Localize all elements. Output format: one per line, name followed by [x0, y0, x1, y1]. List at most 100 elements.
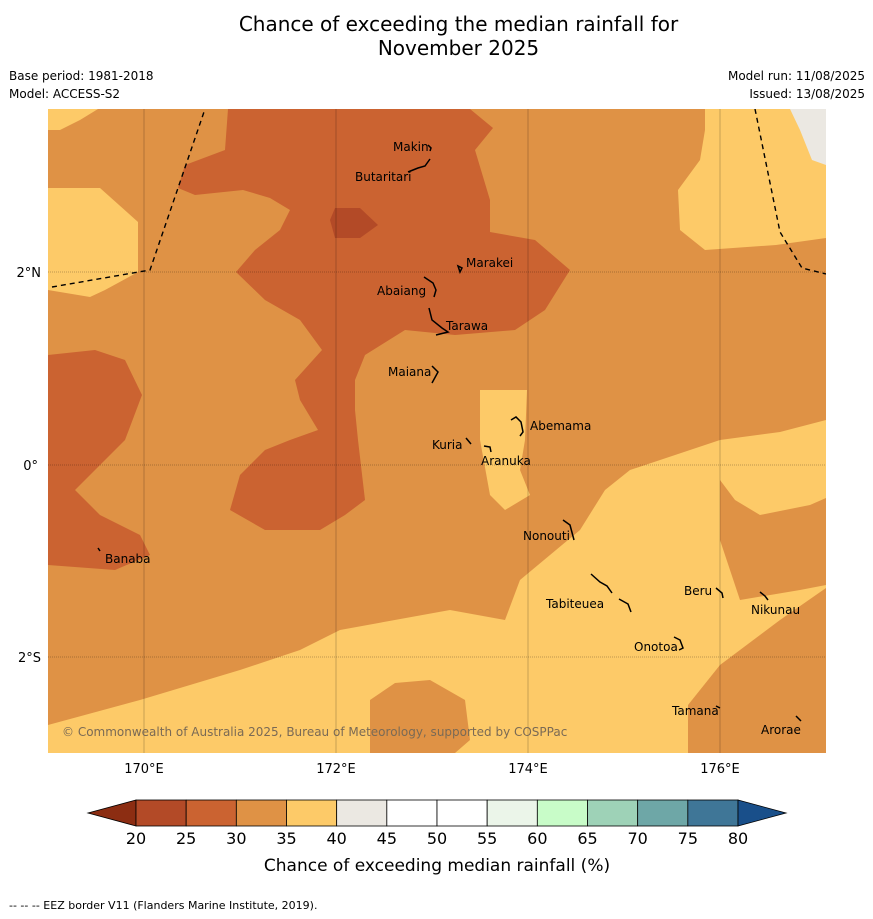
colorbar-segment-75: [687, 799, 739, 827]
colorbar-segment-55: [486, 799, 538, 827]
map-area: Makin Butaritari Marakei Abaiang Tarawa …: [48, 109, 826, 753]
label-marakei: Marakei: [466, 256, 513, 270]
island-marakei: [456, 264, 464, 274]
colorbar-label: Chance of exceeding median rainfall (%): [264, 856, 610, 876]
islands: [97, 144, 802, 722]
issued-date: Issued: 13/08/2025: [749, 87, 865, 101]
label-butaritari: Butaritari: [355, 170, 412, 184]
label-aranuka: Aranuka: [481, 454, 531, 468]
zone-20-25: [330, 208, 378, 238]
colorbar-over-arrow: [737, 799, 788, 827]
colorbar-tick-45: 45: [377, 829, 397, 848]
zone-35-40-topleft: [48, 109, 98, 130]
lon-tick-176e: 176°E: [700, 762, 740, 777]
island-butaritari: [407, 158, 431, 173]
lon-tick-172e: 172°E: [316, 762, 356, 777]
island-maiana: [431, 365, 439, 384]
island-nonouti: [562, 519, 575, 541]
label-kuria: Kuria: [432, 438, 463, 452]
lat-tick-2n: 2°N: [17, 266, 42, 281]
island-tarawa: [428, 307, 450, 336]
zone-25-30-north: [178, 109, 570, 530]
colorbar-segment-35: [286, 799, 338, 827]
colorbar-segment-70: [637, 799, 689, 827]
lon-tick-174e: 174°E: [508, 762, 548, 777]
colorbar-tick-75: 75: [678, 829, 698, 848]
colorbar-tick-30: 30: [226, 829, 246, 848]
axis-labels: 170°E 172°E 174°E 176°E 2°N 0° 2°S: [17, 266, 740, 777]
label-tarawa: Tarawa: [445, 319, 488, 333]
island-kuria: [465, 437, 472, 445]
label-tabiteuea: Tabiteuea: [545, 597, 604, 611]
colorbar-segment-40: [336, 799, 388, 827]
zone-35-40-west: [48, 188, 138, 297]
base-period: Base period: 1981-2018: [9, 69, 154, 83]
label-nikunau: Nikunau: [751, 603, 800, 617]
label-beru: Beru: [684, 584, 712, 598]
title-line-1: Chance of exceeding the median rainfall …: [238, 12, 679, 36]
island-aranuka: [483, 445, 492, 453]
colorbar-tick-20: 20: [126, 829, 146, 848]
colorbar-segment-60: [536, 799, 588, 827]
copyright-note: © Commonwealth of Australia 2025, Bureau…: [62, 725, 567, 739]
label-arorae: Arorae: [761, 723, 801, 737]
meta-left: Base period: 1981-2018 Model: ACCESS-S2: [9, 67, 154, 103]
zone-40-45: [790, 109, 826, 165]
eez-border-east: [754, 109, 826, 275]
colorbar-tick-55: 55: [477, 829, 497, 848]
colorbar-segment-65: [587, 799, 639, 827]
island-abaiang: [423, 276, 437, 298]
island-beru: [715, 587, 724, 599]
colorbar-ticks: 20 25 30 35 40 45 50 55 60 65 70 75 80: [126, 829, 748, 848]
colorbar-tick-40: 40: [326, 829, 346, 848]
label-tamana: Tamana: [671, 704, 719, 718]
eez-border-west: [51, 109, 206, 288]
label-banaba: Banaba: [105, 552, 151, 566]
model-name: Model: ACCESS-S2: [9, 87, 121, 101]
zone-35-40-northeast: [678, 109, 826, 250]
island-arorae: [795, 715, 802, 722]
zone-25-30-west: [48, 350, 150, 570]
island-labels: Makin Butaritari Marakei Abaiang Tarawa …: [105, 140, 801, 737]
label-nonouti: Nonouti: [523, 529, 570, 543]
island-tamana: [715, 705, 721, 709]
colorbar-tick-50: 50: [427, 829, 447, 848]
zone-30-35-south-pocket: [370, 680, 470, 753]
colorbar-tick-65: 65: [577, 829, 597, 848]
colorbar: [86, 799, 788, 827]
lat-tick-0: 0°: [23, 459, 38, 474]
island-onotoa: [673, 636, 684, 651]
graticule: [143, 109, 721, 753]
zone-35-40-southeast: [48, 420, 826, 753]
colorbar-tick-25: 25: [176, 829, 196, 848]
label-abemama: Abemama: [530, 419, 591, 433]
colorbar-tick-60: 60: [527, 829, 547, 848]
colorbar-segment-45: [386, 799, 438, 827]
meta-right: Model run: 11/08/2025 Issued: 13/08/2025: [728, 67, 865, 103]
island-makin: [427, 144, 432, 152]
parallels: [48, 271, 826, 658]
colorbar-tick-80: 80: [728, 829, 748, 848]
island-banaba: [97, 547, 101, 552]
zone-35-40-center: [480, 390, 530, 510]
colorbar-segment-20: [135, 799, 187, 827]
chart-title: Chance of exceeding the median rainfall …: [0, 12, 873, 60]
island-tabiteuea: [590, 573, 632, 613]
label-makin: Makin: [393, 140, 429, 154]
colorbar-tick-70: 70: [627, 829, 647, 848]
lon-tick-170e: 170°E: [124, 762, 164, 777]
lat-tick-2s: 2°S: [18, 651, 41, 666]
label-onotoa: Onotoa: [634, 640, 678, 654]
island-abemama: [510, 416, 524, 437]
colorbar-segment-25: [185, 799, 237, 827]
title-line-2: November 2025: [377, 36, 540, 60]
colorbar-segment-30: [235, 799, 287, 827]
zone-30-35-southeast-pocket: [688, 588, 826, 753]
eez-legend-note: -- -- -- EEZ border V11 (Flanders Marine…: [9, 899, 318, 912]
label-maiana: Maiana: [388, 365, 431, 379]
colorbar-under-arrow: [86, 799, 137, 827]
island-nikunau: [759, 591, 769, 601]
label-abaiang: Abaiang: [377, 284, 426, 298]
model-run-date: Model run: 11/08/2025: [727, 69, 865, 83]
